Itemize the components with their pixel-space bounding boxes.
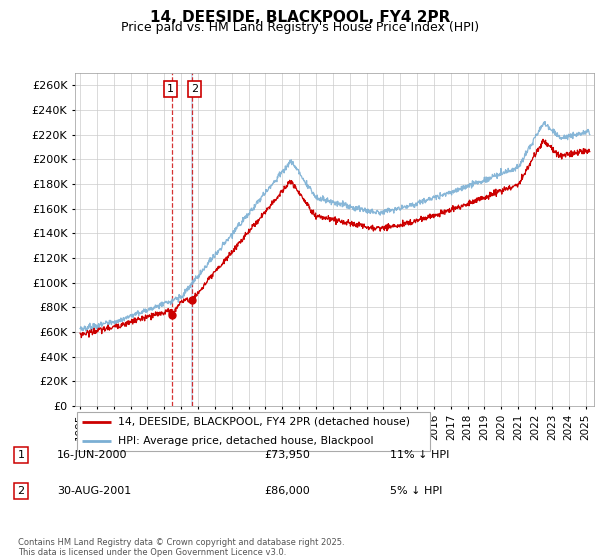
Text: 2: 2	[191, 84, 199, 94]
Text: 14, DEESIDE, BLACKPOOL, FY4 2PR (detached house): 14, DEESIDE, BLACKPOOL, FY4 2PR (detache…	[118, 417, 410, 427]
Text: £86,000: £86,000	[264, 486, 310, 496]
Text: HPI: Average price, detached house, Blackpool: HPI: Average price, detached house, Blac…	[118, 436, 373, 446]
FancyBboxPatch shape	[77, 412, 430, 451]
Text: 2: 2	[17, 486, 25, 496]
Text: 11% ↓ HPI: 11% ↓ HPI	[390, 450, 449, 460]
Text: Contains HM Land Registry data © Crown copyright and database right 2025.
This d: Contains HM Land Registry data © Crown c…	[18, 538, 344, 557]
Text: 30-AUG-2001: 30-AUG-2001	[57, 486, 131, 496]
Text: 1: 1	[167, 84, 174, 94]
Text: 5% ↓ HPI: 5% ↓ HPI	[390, 486, 442, 496]
Text: 16-JUN-2000: 16-JUN-2000	[57, 450, 128, 460]
Text: 14, DEESIDE, BLACKPOOL, FY4 2PR: 14, DEESIDE, BLACKPOOL, FY4 2PR	[150, 10, 450, 25]
Text: 1: 1	[17, 450, 25, 460]
Text: Price paid vs. HM Land Registry's House Price Index (HPI): Price paid vs. HM Land Registry's House …	[121, 21, 479, 34]
Bar	[191, 73, 193, 406]
Text: £73,950: £73,950	[264, 450, 310, 460]
